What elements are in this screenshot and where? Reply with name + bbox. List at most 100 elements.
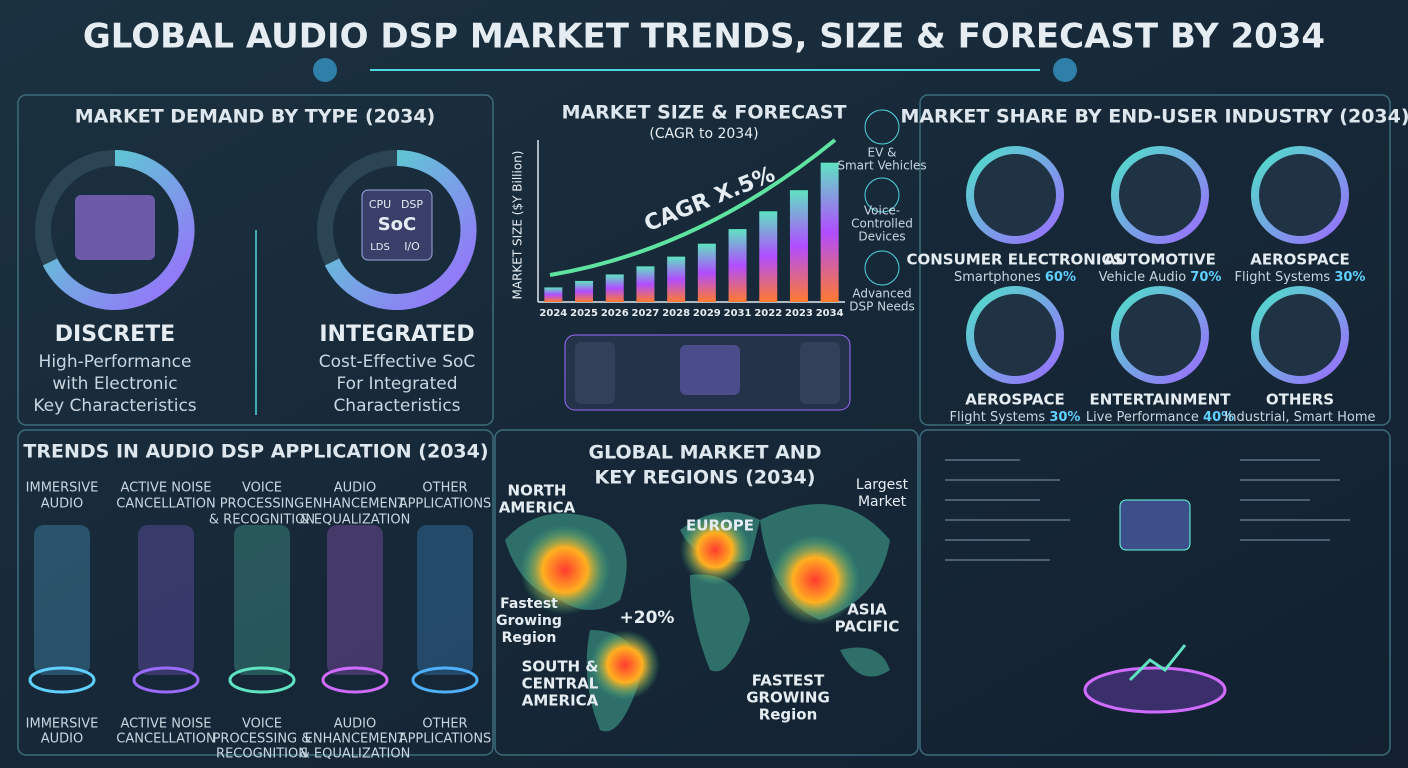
trend-label: AUDIO bbox=[41, 732, 84, 747]
share-value: 70% bbox=[1190, 270, 1221, 285]
industry-name: AEROSPACE bbox=[965, 391, 1064, 409]
trend-label: & EQUALIZATION bbox=[300, 747, 411, 762]
region-label: GROWING bbox=[746, 689, 830, 707]
industry-detail: Live Performance 40% bbox=[1086, 410, 1234, 425]
industry-ring bbox=[1251, 146, 1349, 244]
trend-label: IMMERSIVE bbox=[26, 717, 99, 732]
chip-stack bbox=[75, 195, 155, 260]
industry-name: AUTOMOTIVE bbox=[1104, 251, 1216, 269]
chip-label: CPU bbox=[369, 198, 391, 211]
industry-name: ENTERTAINMENT bbox=[1090, 391, 1232, 409]
trend-column bbox=[138, 525, 194, 675]
share-value: 40% bbox=[1203, 410, 1234, 425]
trend-base bbox=[411, 666, 479, 694]
type-name: DISCRETE bbox=[55, 322, 175, 347]
industry-detail: Flight Systems 30% bbox=[950, 410, 1081, 425]
region-label: PACIFIC bbox=[835, 618, 900, 636]
chip-label: DSP bbox=[401, 198, 423, 211]
detail-text: Vehicle Audio bbox=[1099, 270, 1187, 285]
x-tick-label: 2034 bbox=[816, 308, 844, 319]
trend-label: APPLICATIONS bbox=[399, 732, 492, 747]
type-name: INTEGRATED bbox=[319, 322, 474, 347]
share-value: 60% bbox=[1045, 270, 1076, 285]
industry-ring bbox=[1251, 286, 1349, 384]
region-label: AMERICA bbox=[499, 499, 576, 517]
industry-name: OTHERS bbox=[1266, 391, 1334, 409]
bar bbox=[636, 266, 655, 302]
trend-label: & RECOGNITION bbox=[209, 513, 315, 528]
detail-text: Flight Systems bbox=[950, 410, 1046, 425]
trend-column bbox=[234, 525, 290, 675]
globe-icon bbox=[313, 58, 337, 82]
world-map bbox=[505, 504, 890, 732]
region-label: Market bbox=[858, 494, 907, 510]
donut-arc bbox=[324, 150, 477, 310]
x-tick-label: 2024 bbox=[539, 308, 567, 319]
globe-icon bbox=[1053, 58, 1077, 82]
trend-label: APPLICATIONS bbox=[399, 497, 492, 512]
side-label: Smart Vehicles bbox=[837, 159, 926, 173]
bar bbox=[697, 243, 716, 302]
x-tick-label: 2022 bbox=[754, 308, 782, 319]
side-label: Controlled bbox=[851, 217, 913, 231]
panel-title: MARKET DEMAND BY TYPE (2034) bbox=[75, 106, 435, 128]
panel-title: TRENDS IN AUDIO DSP APPLICATION (2034) bbox=[23, 441, 488, 463]
donut-arc bbox=[42, 150, 195, 310]
trend-label: CANCELLATION bbox=[116, 732, 215, 747]
region-label: Region bbox=[502, 630, 557, 646]
trend-label: & EQUALIZATION bbox=[300, 513, 411, 528]
type-description: Key Characteristics bbox=[33, 396, 196, 416]
side-icon bbox=[864, 109, 900, 145]
trend-label: ENHANCEMENT bbox=[305, 732, 406, 747]
region-label: AMERICA bbox=[522, 692, 599, 710]
trend-label: AUDIO bbox=[334, 717, 377, 732]
industry-ring bbox=[1111, 146, 1209, 244]
trend-label: AUDIO bbox=[334, 481, 377, 496]
type-description: with Electronic bbox=[52, 374, 177, 394]
industry-ring bbox=[966, 146, 1064, 244]
x-tick-label: 2028 bbox=[662, 308, 690, 319]
trend-label: AUDIO bbox=[41, 497, 84, 512]
trend-base bbox=[132, 666, 200, 694]
side-icon bbox=[864, 250, 900, 286]
side-label: EV & bbox=[868, 146, 897, 160]
industry-name: AEROSPACE bbox=[1250, 251, 1349, 269]
region-label: SOUTH & bbox=[522, 658, 599, 676]
speaker-panel bbox=[800, 342, 840, 404]
trend-label: OTHER bbox=[422, 481, 467, 496]
panel-title: KEY REGIONS (2034) bbox=[595, 467, 816, 489]
chip-label: I/O bbox=[404, 240, 420, 253]
side-label: Advanced bbox=[852, 287, 911, 301]
type-description: Cost-Effective SoC bbox=[319, 352, 476, 372]
industry-detail: Industrial, Smart Home bbox=[1224, 410, 1375, 425]
region-label: CENTRAL bbox=[522, 675, 599, 693]
bar bbox=[544, 287, 563, 302]
bar bbox=[667, 256, 686, 302]
industry-detail: Flight Systems 30% bbox=[1235, 270, 1366, 285]
trend-base bbox=[321, 666, 389, 694]
type-description: Characteristics bbox=[333, 396, 460, 416]
tech-illustration bbox=[945, 459, 1350, 714]
side-icon bbox=[864, 177, 900, 213]
trend-column bbox=[417, 525, 473, 675]
type-description: High-Performance bbox=[39, 352, 192, 372]
trend-label: CANCELLATION bbox=[116, 497, 215, 512]
bar bbox=[575, 280, 594, 302]
bar bbox=[605, 274, 624, 302]
mic-panel bbox=[575, 342, 615, 404]
detail-text: Flight Systems bbox=[1235, 270, 1331, 285]
side-label: Voice- bbox=[864, 204, 900, 218]
trend-base bbox=[228, 666, 296, 694]
region-label: Fastest bbox=[500, 596, 558, 612]
region-label: Growing bbox=[496, 613, 562, 629]
chip bbox=[680, 345, 740, 395]
chart-subtitle: (CAGR to 2034) bbox=[649, 126, 758, 142]
region-label: FASTEST bbox=[752, 672, 825, 690]
trend-label: RECOGNITION bbox=[216, 747, 308, 762]
chart-title: MARKET SIZE & FORECAST bbox=[562, 102, 847, 124]
x-tick-label: 2026 bbox=[601, 308, 629, 319]
type-description: For Integrated bbox=[337, 374, 458, 394]
industry-ring bbox=[966, 286, 1064, 384]
detail-text: Smartphones bbox=[954, 270, 1041, 285]
